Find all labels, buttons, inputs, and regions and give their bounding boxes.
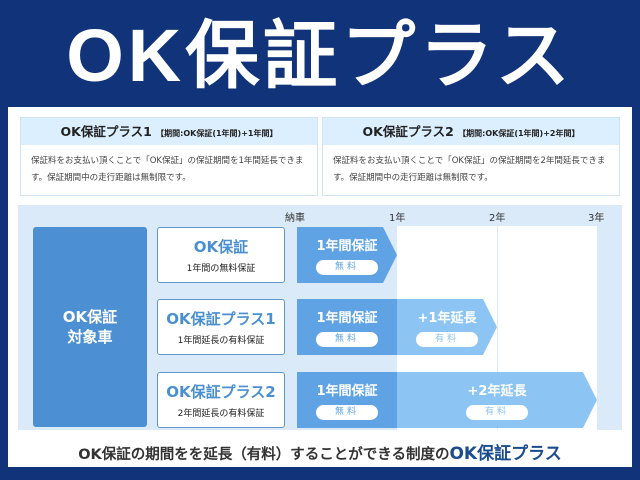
fee-pill: 有料 — [466, 405, 528, 420]
caption-highlight: OK保証プラス — [449, 444, 562, 464]
card-period: 【期間:OK保証(1年間)+2年間】 — [458, 129, 580, 138]
fee-pill: 無料 — [316, 260, 378, 275]
tick-2-year: 2年 — [489, 213, 506, 224]
tick-1-year: 1年 — [389, 213, 406, 224]
segment-label: 1年間保証 — [316, 239, 378, 254]
extension-segment: +2年延長有料 — [397, 372, 597, 428]
plan-label: OK保証プラス2 2年間延長の有料保証 — [157, 372, 285, 428]
tick-delivery: 納車 — [285, 213, 305, 224]
plan-name: OK保証プラス2 — [166, 383, 276, 401]
plan-card-plus2: OK保証プラス2 【期間:OK保証(1年間)+2年間】 保証料をお支払い頂くこと… — [322, 117, 620, 196]
free-coverage-segment: 1年間保証無料 — [297, 227, 397, 283]
target-line2: 対象車 — [67, 328, 113, 346]
segment-label: 1年間保証 — [316, 384, 378, 399]
plan-name: OK保証 — [193, 238, 249, 256]
card-body: 保証料をお支払い頂くことで「OK保証」の保証期間を2年間延長できます。保証期間中… — [333, 156, 606, 183]
card-body: 保証料をお支払い頂くことで「OK保証」の保証期間を1年間延長できます。保証期間中… — [31, 156, 304, 183]
card-header: OK保証プラス2 【期間:OK保証(1年間)+2年間】 — [323, 118, 619, 145]
segment-label: 1年間保証 — [316, 311, 378, 326]
coverage-bar: 1年間保証 無料 +1年延長 有料 — [297, 299, 497, 355]
caption: OK保証の期間をを延長（有料）することができる制度のOK保証プラス — [8, 439, 632, 464]
card-period: 【期間:OK保証(1年間)+1年間】 — [156, 129, 278, 138]
segment-label: +1年延長 — [417, 311, 477, 326]
grid-line — [497, 226, 498, 430]
card-header: OK保証プラス1 【期間:OK保証(1年間)+1年間】 — [21, 118, 317, 145]
fee-pill: 無料 — [316, 405, 378, 420]
fee-pill: 有料 — [416, 332, 478, 347]
caption-text: OK保証の期間をを延長（有料）することができる制度の — [78, 447, 450, 463]
plan-sub: 2年間延長の有料保証 — [177, 409, 265, 419]
card-title: OK保証プラス2 — [362, 124, 454, 139]
target-line1: OK保証 — [62, 308, 118, 326]
plan-card-plus1: OK保証プラス1 【期間:OK保証(1年間)+1年間】 保証料をお支払い頂くこと… — [20, 117, 318, 196]
target-vehicle-box: OK保証 対象車 — [33, 227, 147, 427]
segment-label: +2年延長 — [467, 384, 527, 399]
coverage-bar: 1年間保証無料 — [297, 227, 397, 283]
plan-sub: 1年間延長の有料保証 — [177, 336, 265, 346]
plan-sub: 1年間の無料保証 — [186, 264, 256, 274]
free-coverage-segment: 1年間保証無料 — [297, 372, 397, 428]
coverage-bar: 1年間保証 無料 +2年延長 有料 — [297, 372, 597, 428]
card-title: OK保証プラス1 — [60, 124, 152, 139]
tick-3-year: 3年 — [588, 213, 605, 224]
free-coverage-segment: 1年間保証無料 — [297, 299, 397, 355]
plan-name: OK保証プラス1 — [166, 310, 276, 328]
info-panel: OK保証プラス1 【期間:OK保証(1年間)+1年間】 保証料をお支払い頂くこと… — [8, 107, 632, 467]
extension-segment: +1年延長有料 — [397, 299, 497, 355]
plan-label: OK保証プラス1 1年間延長の有料保証 — [157, 299, 285, 355]
plan-label: OK保証 1年間の無料保証 — [157, 227, 285, 283]
fee-pill: 無料 — [316, 332, 378, 347]
timeline-chart: 納車 1年 2年 3年 OK保証 対象車 OK保証 1年間の無料保証 1年間保証 無料… — [18, 205, 622, 430]
page-title: OK保証プラス — [66, 14, 574, 97]
